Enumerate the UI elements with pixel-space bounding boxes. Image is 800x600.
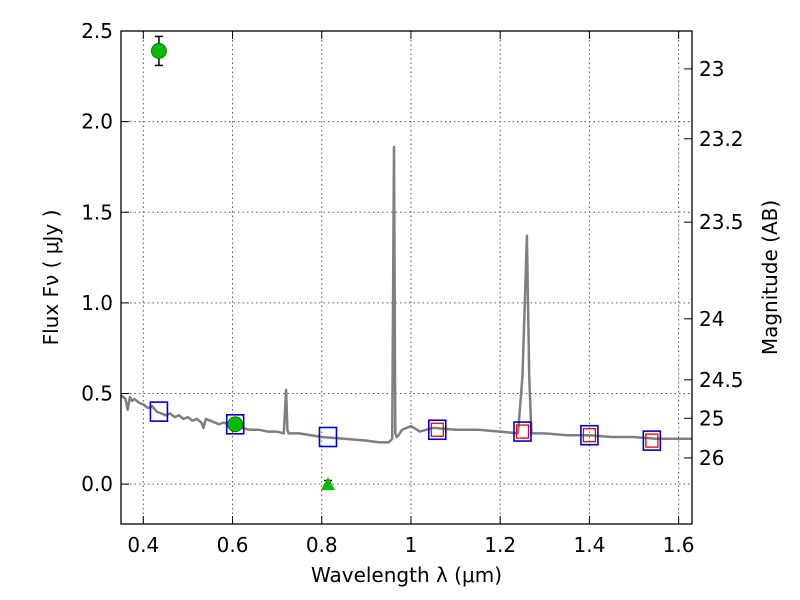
model-photometry-square [642,430,662,451]
mag-tick-label: 23.5 [699,210,744,234]
mag-tick-label: 26 [699,446,724,470]
y2-axis-title: Magnitude (AB) [758,200,782,355]
y-tick-label: 1.0 [81,291,113,315]
mag-tick-label: 25 [699,406,724,430]
model-photometry-square-red [515,424,530,439]
grid-lines [121,30,692,524]
y-tick-label: 2.0 [81,110,113,134]
model-photometry-square-red [582,428,597,443]
plot-frame [120,30,693,525]
mag-tick-label: 23 [699,57,724,81]
model-photometry-square [427,419,447,441]
observed-point [151,43,167,59]
x-tick-label: 1.4 [573,533,605,557]
model-photometry-square [318,426,338,448]
model-photometry-square [513,421,532,442]
y-tick-label: 0.5 [81,382,113,406]
model-photometry-square-red [430,422,444,437]
model-photometry-square [580,424,599,446]
sed-spectrum-line [120,145,692,444]
y-tick-label: 1.5 [81,200,113,224]
x-tick-label: 0.6 [217,533,249,557]
x-axis-title: Wavelength λ (μm) [311,563,502,587]
mag-tick-label: 24 [699,307,724,331]
x-tick-label: 1.2 [484,533,516,557]
x-tick-label: 0.8 [306,533,338,557]
upper-limit-triangle [320,477,335,491]
model-photometry-square [225,414,245,435]
y-tick-label: 2.5 [81,19,113,43]
model-photometry-square [149,401,169,422]
x-tick-label: 0.4 [127,533,159,557]
axes: 0.4 0.6 0.8 1 1.2 1.4 1.6 0.0 0.5 1.0 1.5 2.0 2.5 23 2… [81,19,743,557]
y-tick-label: 0.0 [81,472,113,496]
model-photometry-square-red [645,433,659,448]
mag-tick-label: 23.2 [699,127,744,151]
plot-series [120,35,692,491]
x-tick-label: 1 [405,533,418,557]
observed-point [227,416,244,433]
mag-tick-label: 24.5 [699,368,744,392]
x-tick-label: 1.6 [663,533,695,557]
y-axis-title: Flux Fν ( μJy ) [39,210,63,346]
